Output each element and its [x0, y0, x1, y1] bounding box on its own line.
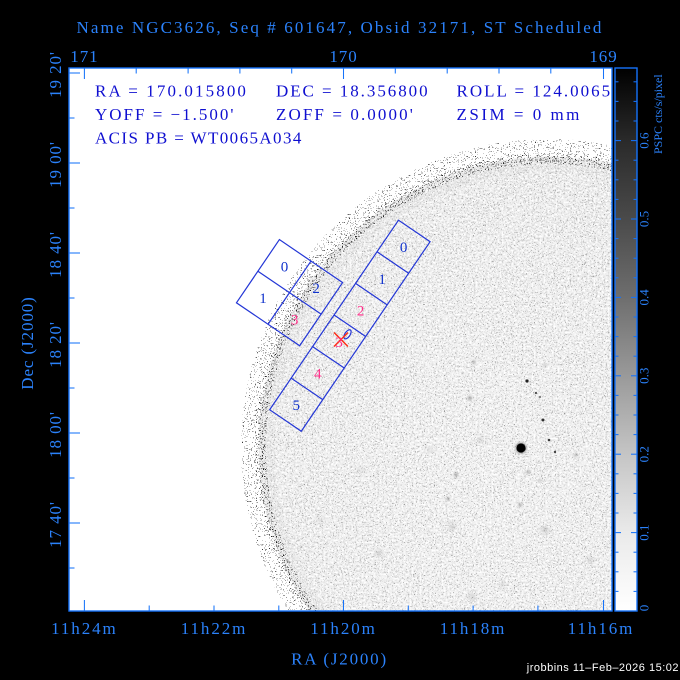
svg-text:DEC = 18.356800: DEC = 18.356800 [276, 82, 430, 101]
svg-text:RA = 170.015800: RA = 170.015800 [95, 82, 248, 101]
svg-text:Name NGC3626, Seq # 601647, Ob: Name NGC3626, Seq # 601647, Obsid 32171,… [77, 18, 604, 37]
svg-text:0.4: 0.4 [637, 289, 652, 306]
svg-text:11h24m: 11h24m [51, 619, 118, 638]
svg-text:0.1: 0.1 [637, 524, 652, 540]
svg-text:4: 4 [314, 367, 322, 383]
svg-text:ZSIM = 0 mm: ZSIM = 0 mm [457, 105, 582, 124]
svg-text:3: 3 [335, 335, 343, 351]
svg-text:3: 3 [291, 313, 299, 329]
svg-text:171: 171 [70, 47, 98, 66]
svg-text:0.3: 0.3 [637, 368, 652, 384]
svg-text:1: 1 [259, 291, 267, 307]
svg-text:RA (J2000): RA (J2000) [291, 650, 388, 669]
svg-text:19 20': 19 20' [46, 51, 65, 98]
svg-text:ACIS PB = WT0065A034: ACIS PB = WT0065A034 [95, 129, 303, 148]
svg-text:18 20': 18 20' [46, 321, 65, 368]
svg-text:jrobbins 11–Feb–2026 15:02: jrobbins 11–Feb–2026 15:02 [526, 662, 679, 674]
svg-text:169: 169 [589, 47, 617, 66]
svg-text:ZOFF = 0.0000': ZOFF = 0.0000' [276, 105, 415, 124]
svg-text:ROLL = 124.0065: ROLL = 124.0065 [457, 82, 613, 101]
svg-text:YOFF = −1.500': YOFF = −1.500' [95, 105, 235, 124]
svg-text:0.2: 0.2 [637, 446, 652, 462]
svg-text:11h22m: 11h22m [181, 619, 248, 638]
svg-text:0: 0 [281, 260, 289, 276]
svg-text:11h16m: 11h16m [568, 619, 635, 638]
svg-text:18 40': 18 40' [46, 231, 65, 278]
svg-text:170: 170 [329, 47, 357, 66]
svg-text:0: 0 [400, 240, 408, 256]
svg-text:11h18m: 11h18m [440, 619, 507, 638]
svg-text:Dec (J2000): Dec (J2000) [18, 296, 37, 389]
svg-text:0.6: 0.6 [637, 132, 652, 149]
svg-text:11h20m: 11h20m [310, 619, 377, 638]
svg-text:18 00': 18 00' [46, 411, 65, 458]
svg-text:2: 2 [312, 281, 320, 297]
svg-text:17 40': 17 40' [46, 501, 65, 548]
svg-text:19 00': 19 00' [46, 141, 65, 188]
svg-text:0.5: 0.5 [637, 211, 652, 227]
svg-text:2: 2 [357, 303, 365, 319]
svg-text:1: 1 [378, 272, 386, 288]
svg-text:5: 5 [292, 398, 300, 414]
svg-text:PSPC cts/s/pixel: PSPC cts/s/pixel [651, 74, 665, 154]
svg-text:0: 0 [637, 605, 652, 612]
